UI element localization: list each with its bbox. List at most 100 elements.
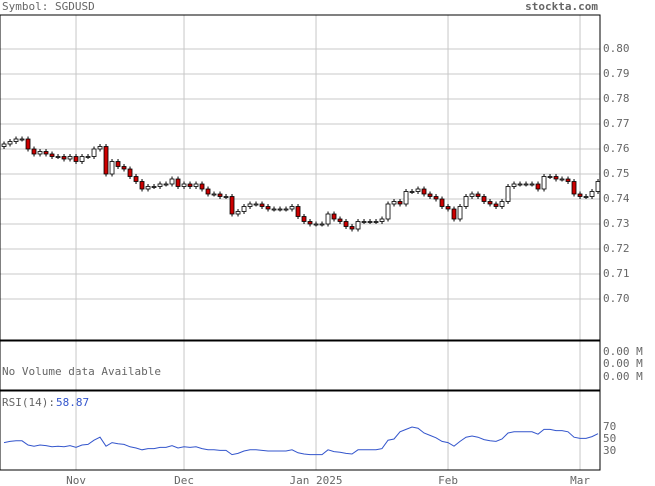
- candle-body: [337, 218, 343, 222]
- candle-body: [241, 206, 247, 212]
- candle-body: [547, 176, 553, 178]
- candle-body: [25, 138, 31, 150]
- candle-body: [211, 193, 217, 196]
- candle-body: [325, 213, 331, 225]
- candle-body: [61, 156, 67, 160]
- candle-body: [553, 176, 559, 180]
- candle-body: [283, 208, 289, 211]
- volume-tick-label: 0.00 M: [603, 357, 643, 370]
- candle-body: [319, 223, 325, 226]
- candle-body: [37, 151, 43, 155]
- candle-body: [259, 203, 265, 207]
- candle-body: [217, 193, 223, 197]
- candle-body: [151, 186, 157, 188]
- candle-body: [109, 161, 115, 175]
- candle-body: [523, 183, 529, 186]
- candle-body: [379, 218, 385, 222]
- candle-body: [367, 221, 373, 223]
- candle-body: [415, 188, 421, 192]
- candle-body: [73, 156, 79, 162]
- candle-body: [493, 203, 499, 207]
- rsi-tick-label: 70: [603, 420, 616, 433]
- rsi-value: 58.87: [56, 396, 89, 409]
- candle-body: [199, 183, 205, 190]
- y-tick-label: 0.77: [603, 117, 630, 130]
- candle-body: [535, 183, 541, 190]
- candle-body: [103, 146, 109, 175]
- candle-body: [463, 196, 469, 207]
- candle-body: [97, 146, 103, 150]
- candle-body: [517, 183, 523, 186]
- x-tick-label: Dec: [174, 474, 194, 486]
- candle-body: [421, 188, 427, 195]
- candle-body: [223, 196, 229, 198]
- volume-message: No Volume data Available: [2, 365, 161, 378]
- candle-body: [139, 181, 145, 190]
- y-tick-label: 0.73: [603, 217, 630, 230]
- symbol-title: Symbol: SGDUSD: [2, 0, 95, 13]
- candle-body: [559, 178, 565, 181]
- candle-body: [13, 138, 19, 142]
- candle-body: [289, 206, 295, 210]
- candle-body: [121, 166, 127, 170]
- candle-body: [361, 221, 367, 223]
- y-tick-label: 0.70: [603, 292, 630, 305]
- y-tick-label: 0.76: [603, 142, 630, 155]
- y-tick-label: 0.80: [603, 42, 630, 55]
- candle-body: [499, 201, 505, 207]
- candle-body: [1, 143, 7, 147]
- rsi-tick-label: 50: [603, 432, 616, 445]
- candle-body: [541, 176, 547, 190]
- candle-body: [277, 208, 283, 211]
- candle-body: [571, 181, 577, 195]
- candle-body: [385, 203, 391, 220]
- rsi-frame: [0, 390, 601, 471]
- candle-body: [175, 178, 181, 187]
- candle-body: [439, 198, 445, 207]
- candle-body: [253, 203, 259, 206]
- candle-body: [469, 193, 475, 197]
- candle-body: [355, 221, 361, 230]
- candle-body: [487, 201, 493, 205]
- candle-body: [229, 196, 235, 215]
- rsi-tick-label: 30: [603, 444, 616, 457]
- candle-body: [247, 203, 253, 207]
- candle-body: [397, 201, 403, 205]
- y-tick-label: 0.71: [603, 267, 630, 280]
- candle-body: [7, 141, 13, 145]
- x-tick-label: Jan 2025: [290, 474, 343, 486]
- candle-body: [343, 221, 349, 227]
- y-tick-label: 0.74: [603, 192, 630, 205]
- candle-body: [505, 186, 511, 202]
- candle-body: [565, 178, 571, 182]
- candle-body: [475, 193, 481, 197]
- candle-body: [445, 206, 451, 210]
- candle-body: [511, 183, 517, 187]
- candle-body: [43, 151, 49, 155]
- candle-body: [85, 156, 91, 158]
- candle-body: [481, 196, 487, 202]
- candle-body: [577, 193, 583, 197]
- y-tick-label: 0.78: [603, 92, 630, 105]
- volume-tick-label: 0.00 M: [603, 370, 643, 383]
- candle-body: [235, 211, 241, 215]
- y-tick-label: 0.79: [603, 67, 630, 80]
- candle-body: [307, 221, 313, 225]
- candle-body: [313, 223, 319, 226]
- source: stockta.com: [525, 0, 598, 13]
- price-frame: [0, 14, 601, 341]
- candle-body: [373, 221, 379, 223]
- candle-body: [91, 148, 97, 157]
- volume-tick-label: 0.00 M: [603, 345, 643, 358]
- candle-body: [271, 208, 277, 211]
- volume-frame: [0, 340, 601, 391]
- rsi-line: [3, 426, 599, 456]
- candle-body: [79, 156, 85, 162]
- candle-body: [583, 196, 589, 198]
- candle-body: [433, 196, 439, 200]
- candle-body: [145, 186, 151, 190]
- candle-body: [115, 161, 121, 167]
- candle-body: [55, 156, 61, 158]
